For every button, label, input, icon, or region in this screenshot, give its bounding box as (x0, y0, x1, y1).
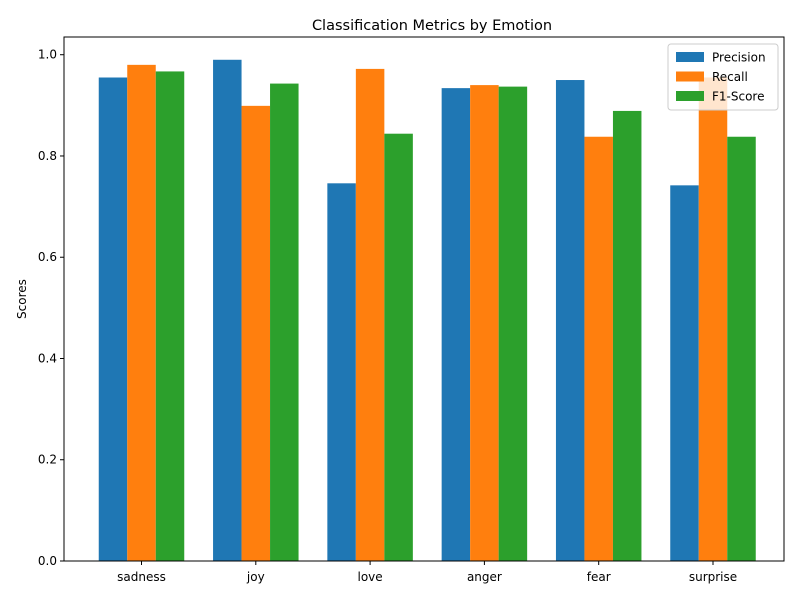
bar-precision-fear (555, 80, 585, 561)
y-tick-label: 1.0 (38, 48, 57, 62)
bar-recall-fear (584, 136, 613, 562)
x-tick-label: fear (587, 570, 611, 584)
x-tick-label: surprise (689, 570, 737, 584)
axes-frame (63, 36, 785, 562)
bar-precision-joy (213, 59, 242, 561)
legend-swatch (676, 91, 704, 101)
legend-label: Recall (712, 70, 748, 84)
bar-recall-surprise (698, 77, 728, 561)
x-tick-label: sadness (117, 570, 166, 584)
y-tick-label: 0.6 (38, 250, 57, 264)
bar-recall-love (355, 68, 385, 562)
legend-swatch (676, 71, 704, 82)
x-tick-label: love (358, 570, 383, 584)
bar-recall-anger (470, 85, 499, 561)
legend-swatch (676, 52, 704, 62)
x-tick-label: anger (467, 570, 502, 584)
x-tick-label: joy (246, 570, 265, 584)
legend: Precision Recall F1-Score (667, 43, 779, 111)
bar-f1-score-surprise (727, 136, 756, 562)
bar-precision-love (327, 183, 356, 561)
bar-f1-score-sadness (155, 71, 185, 562)
legend-label: F1-Score (712, 90, 764, 104)
plot-area: 0.0 0.2 0.4 0.6 0.8 1.0 sadness joy love anger fea… (15, 36, 785, 584)
bar-precision-sadness (98, 77, 128, 561)
y-tick-label: 0.8 (38, 149, 57, 163)
bar-f1-score-joy (270, 83, 299, 561)
bar-recall-sadness (127, 64, 156, 561)
bar-f1-score-fear (612, 110, 642, 562)
y-tick-label: 0.2 (38, 453, 57, 467)
y-tick-label: 0.0 (38, 554, 57, 568)
bar-precision-surprise (670, 185, 699, 561)
bar-precision-anger (441, 88, 471, 561)
legend-label: Precision (712, 51, 766, 65)
bar-f1-score-love (384, 133, 413, 561)
chart-title: Classification Metrics by Emotion (312, 18, 552, 34)
y-axis-label: Scores (15, 279, 29, 319)
bar-f1-score-anger (498, 86, 528, 562)
bar-recall-joy (241, 105, 271, 561)
y-tick-label: 0.4 (38, 351, 57, 365)
